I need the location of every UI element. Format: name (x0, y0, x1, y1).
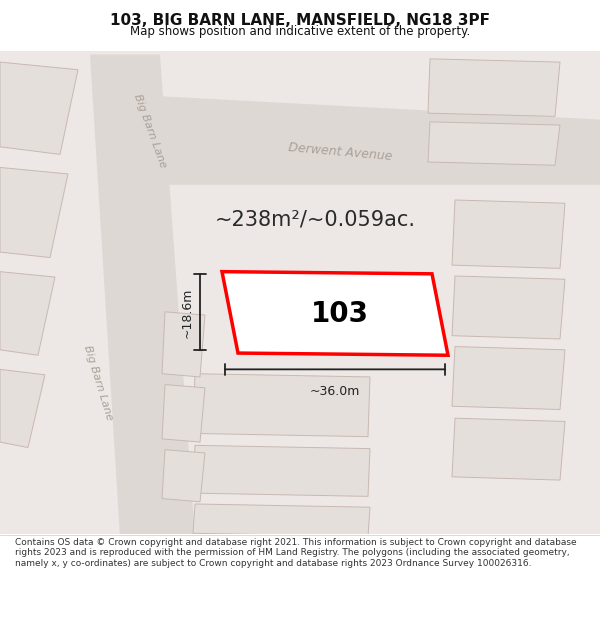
Text: ~36.0m: ~36.0m (310, 384, 360, 398)
Polygon shape (222, 272, 448, 355)
Text: Big Barn Lane: Big Barn Lane (132, 92, 168, 169)
Polygon shape (452, 200, 565, 268)
Polygon shape (452, 276, 565, 339)
Polygon shape (428, 122, 560, 165)
Text: Contains OS data © Crown copyright and database right 2021. This information is : Contains OS data © Crown copyright and d… (15, 538, 577, 568)
Text: 103: 103 (311, 300, 369, 328)
Polygon shape (162, 384, 205, 442)
Text: ~238m²/~0.059ac.: ~238m²/~0.059ac. (215, 209, 415, 229)
Polygon shape (130, 94, 600, 185)
Polygon shape (193, 374, 370, 437)
Polygon shape (162, 450, 205, 502)
Polygon shape (452, 346, 565, 409)
Polygon shape (193, 504, 370, 536)
Text: 103, BIG BARN LANE, MANSFIELD, NG18 3PF: 103, BIG BARN LANE, MANSFIELD, NG18 3PF (110, 12, 490, 28)
Polygon shape (428, 59, 560, 116)
Text: Derwent Avenue: Derwent Avenue (287, 141, 392, 163)
Polygon shape (0, 62, 78, 154)
Text: Map shows position and indicative extent of the property.: Map shows position and indicative extent… (130, 26, 470, 39)
Polygon shape (0, 168, 68, 258)
Text: ~18.6m: ~18.6m (181, 287, 194, 338)
Polygon shape (452, 418, 565, 480)
Polygon shape (0, 369, 45, 448)
Polygon shape (0, 272, 55, 355)
Polygon shape (162, 312, 205, 377)
Polygon shape (193, 446, 370, 496)
Polygon shape (90, 54, 195, 536)
Text: Big Barn Lane: Big Barn Lane (82, 344, 114, 421)
